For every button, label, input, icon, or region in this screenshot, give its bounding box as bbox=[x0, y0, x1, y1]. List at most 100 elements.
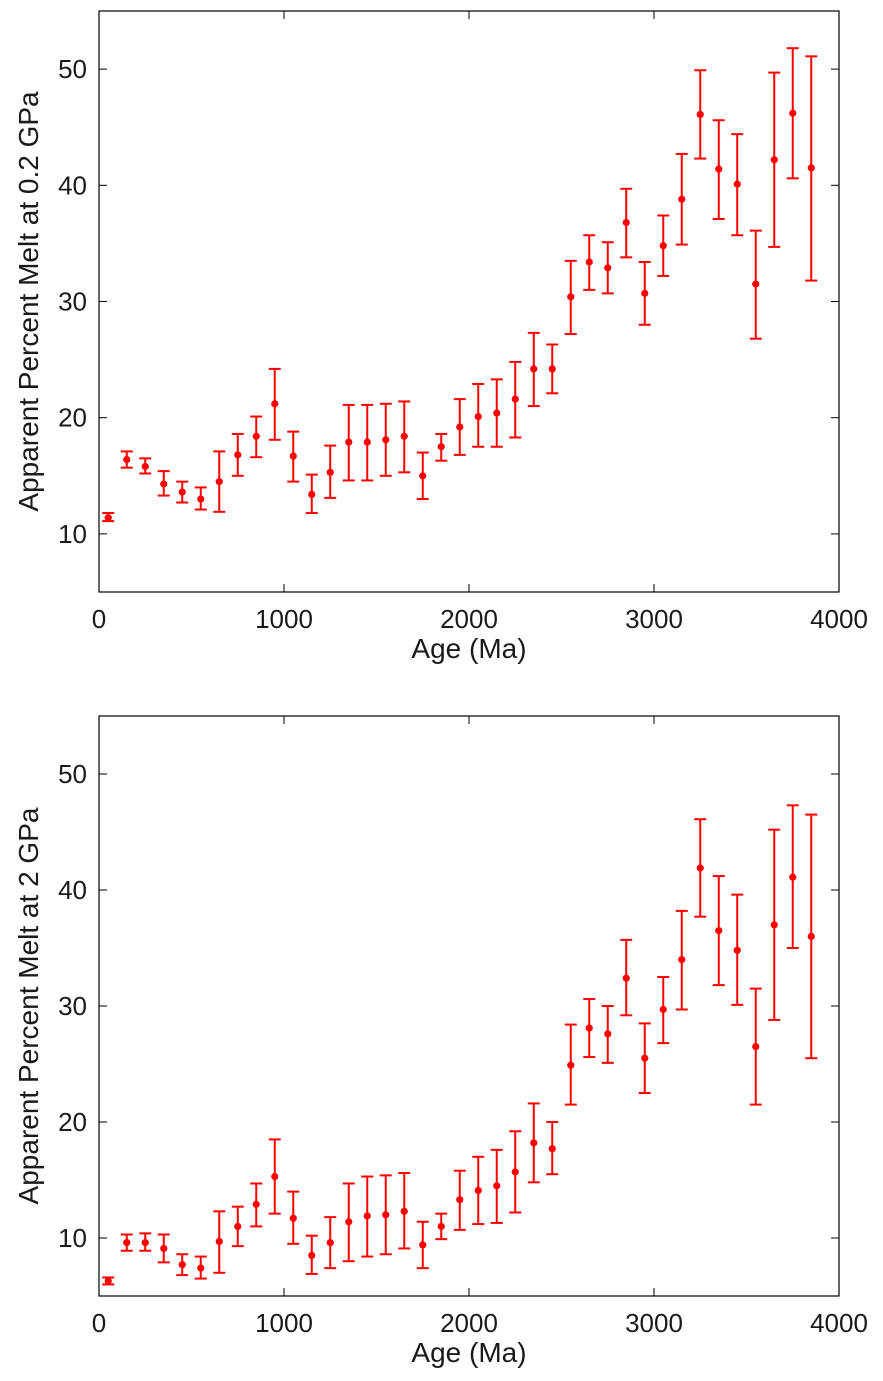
data-point-group bbox=[601, 241, 614, 295]
data-point-group bbox=[342, 403, 355, 482]
data-point bbox=[326, 468, 334, 476]
data-point bbox=[345, 438, 353, 446]
data-point-group bbox=[712, 875, 725, 987]
data-point-group bbox=[805, 55, 818, 282]
x-tick-label: 1000 bbox=[255, 604, 313, 634]
data-point bbox=[659, 1005, 667, 1014]
data-point bbox=[363, 1212, 371, 1220]
plot-frame bbox=[98, 10, 840, 593]
data-point bbox=[123, 1239, 131, 1247]
data-point-group bbox=[527, 1102, 540, 1184]
data-point-group bbox=[694, 69, 707, 160]
data-point bbox=[622, 218, 630, 227]
data-point-group bbox=[638, 260, 651, 326]
data-point bbox=[696, 110, 704, 119]
data-point-group bbox=[546, 1121, 559, 1176]
data-point-group bbox=[213, 450, 226, 513]
data-point bbox=[548, 1145, 556, 1153]
data-point-group bbox=[120, 450, 133, 469]
data-point bbox=[585, 258, 593, 266]
data-point bbox=[493, 1182, 501, 1190]
data-point bbox=[733, 180, 741, 188]
data-point-group bbox=[213, 1210, 226, 1274]
x-tick-label: 3000 bbox=[625, 604, 683, 634]
x-tick-label: 1000 bbox=[255, 1308, 313, 1338]
y-tick-label: 20 bbox=[58, 1107, 87, 1137]
data-point bbox=[752, 1043, 760, 1051]
y-tick-label: 40 bbox=[58, 875, 87, 905]
data-point bbox=[363, 438, 371, 446]
data-point-group bbox=[490, 378, 503, 448]
data-point bbox=[234, 451, 242, 459]
data-point bbox=[437, 443, 445, 451]
data-point bbox=[382, 1211, 390, 1219]
data-point-group bbox=[768, 828, 781, 1021]
data-point-group bbox=[583, 234, 596, 291]
data-point-group bbox=[620, 938, 633, 1017]
data-point-group bbox=[564, 1023, 577, 1106]
data-point bbox=[197, 495, 205, 503]
data-point-group bbox=[731, 893, 744, 1006]
plot-frame bbox=[98, 715, 840, 1297]
data-point-group bbox=[453, 398, 466, 456]
data-point bbox=[234, 1222, 242, 1230]
data-point bbox=[400, 432, 408, 440]
data-point-group bbox=[805, 813, 818, 1060]
data-point-group bbox=[305, 473, 318, 514]
data-point bbox=[308, 1251, 316, 1259]
data-point bbox=[696, 864, 704, 872]
data-point-group bbox=[638, 1022, 651, 1094]
data-point bbox=[419, 1241, 427, 1249]
data-point bbox=[807, 164, 815, 172]
data-point bbox=[530, 1139, 538, 1147]
data-point-group bbox=[416, 451, 429, 501]
data-point-group bbox=[379, 402, 392, 477]
data-point-group bbox=[546, 343, 559, 395]
data-point-group bbox=[675, 152, 688, 246]
data-point-group bbox=[453, 1169, 466, 1231]
data-point bbox=[622, 974, 630, 982]
data-point bbox=[493, 409, 501, 417]
data-point bbox=[252, 1200, 260, 1208]
data-point-group bbox=[268, 367, 281, 441]
data-point bbox=[437, 1222, 445, 1230]
data-point bbox=[530, 365, 538, 373]
data-point-group bbox=[749, 229, 762, 340]
data-point-group bbox=[139, 457, 152, 475]
melt-chart-2-gpa: 0 1000 2000 3000 4000 10 20 30 40 50 Age (Ma) Appar… bbox=[13, 715, 868, 1368]
x-tick-label: 2000 bbox=[440, 604, 498, 634]
x-axis-label: Age (Ma) bbox=[411, 1337, 526, 1368]
data-point-group bbox=[324, 444, 337, 499]
data-point-group bbox=[287, 430, 300, 483]
data-point-group bbox=[786, 47, 799, 180]
data-point-group bbox=[250, 1182, 263, 1228]
data-point bbox=[197, 1264, 205, 1272]
data-point bbox=[382, 436, 390, 444]
data-point bbox=[456, 423, 464, 431]
data-point bbox=[678, 195, 686, 203]
data-point-group bbox=[250, 415, 263, 459]
data-point bbox=[567, 1061, 575, 1069]
data-point bbox=[141, 462, 149, 471]
data-point-group bbox=[657, 976, 670, 1045]
data-point bbox=[641, 289, 649, 297]
data-point-group bbox=[231, 432, 244, 477]
data-point bbox=[770, 921, 778, 929]
data-point bbox=[715, 165, 723, 173]
data-point bbox=[178, 488, 186, 496]
data-point-group bbox=[694, 818, 707, 918]
data-point bbox=[400, 1207, 408, 1215]
y-tick-label: 50 bbox=[58, 54, 87, 84]
data-point-group bbox=[620, 187, 633, 259]
data-point-group bbox=[361, 1175, 374, 1258]
data-point-group bbox=[601, 1005, 614, 1064]
data-point-group bbox=[398, 400, 411, 474]
data-point-group bbox=[342, 1182, 355, 1263]
data-point bbox=[289, 452, 297, 460]
data-point-group bbox=[194, 1255, 207, 1280]
data-point-group bbox=[675, 909, 688, 1011]
data-point-group bbox=[657, 214, 670, 277]
data-point-group bbox=[287, 1190, 300, 1245]
data-point bbox=[789, 873, 797, 881]
data-point bbox=[733, 946, 741, 954]
